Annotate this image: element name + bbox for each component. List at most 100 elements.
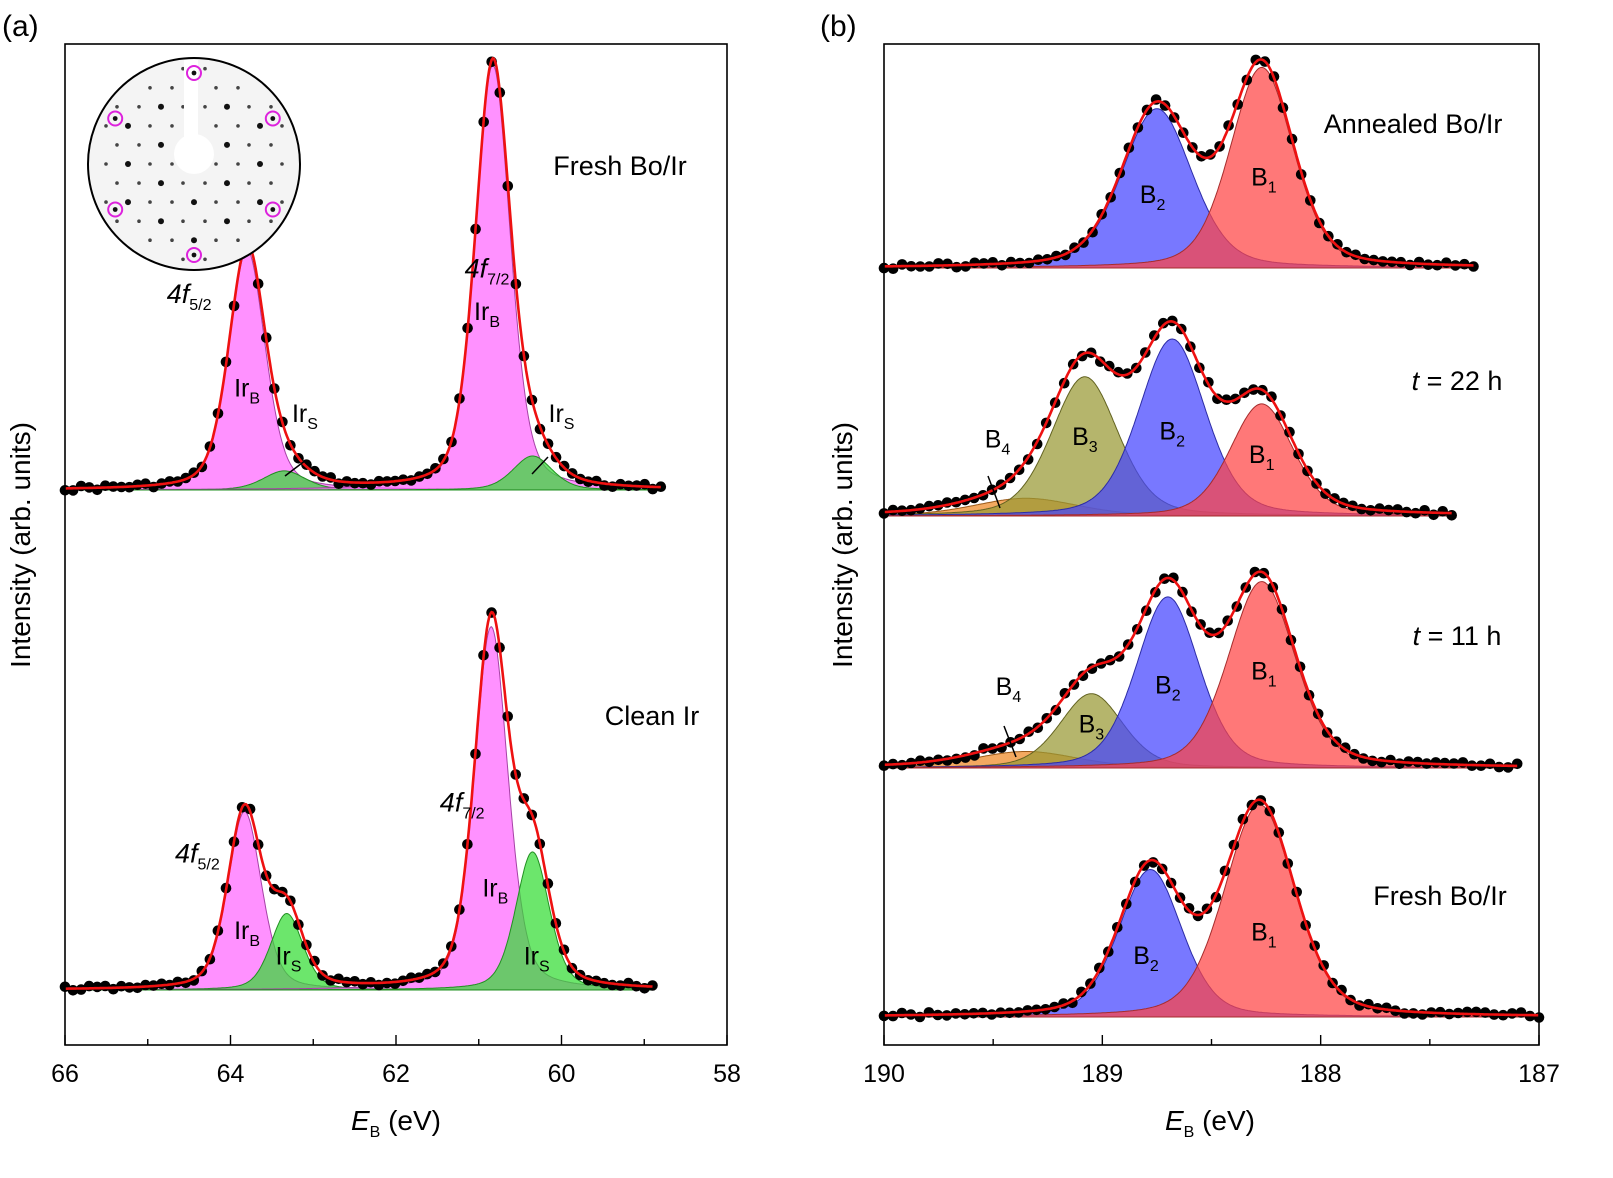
data-point: [933, 258, 944, 269]
leed-spot: [125, 161, 131, 167]
component-label: IrB: [474, 298, 500, 331]
data-point: [960, 261, 971, 272]
data-point: [1336, 984, 1347, 996]
component-label: IrS: [275, 943, 301, 976]
panel-b-y-label: Intensity (arb. units): [827, 422, 858, 668]
data-point: [1408, 1008, 1419, 1019]
leed-spot: [203, 257, 207, 262]
data-point: [1413, 256, 1425, 268]
data-point: [1417, 1009, 1428, 1020]
data-point: [996, 260, 1008, 271]
panel-b-x-ticks: 190 189 188 187: [863, 1035, 1560, 1088]
leed-spot: [269, 219, 273, 223]
spectrum-label: Annealed Bo/Ir: [1324, 109, 1503, 139]
spectrum-label: Fresh Bo/Ir: [553, 151, 687, 181]
component-label: B4: [996, 673, 1022, 706]
x-tick-label: 62: [382, 1060, 410, 1088]
leed-spot: [115, 181, 119, 185]
leader-line: [531, 456, 549, 475]
leed-spot: [214, 124, 218, 128]
leed-spot: [104, 200, 108, 204]
data-point: [914, 1011, 926, 1023]
leed-spot: [158, 218, 164, 225]
component-label: B4: [985, 426, 1011, 459]
data-point: [896, 1007, 908, 1019]
leed-spot: [203, 66, 207, 71]
data-point: [1392, 504, 1403, 515]
data-point: [1212, 393, 1223, 405]
spectrum-fresh-bo-ir: Fresh Bo/Ir 4f5/2 4f7/2 IrB IrS IrB IrS: [59, 56, 687, 496]
leed-spot: [104, 124, 108, 128]
leed-spot: [104, 162, 108, 166]
leed-spot: [170, 200, 174, 204]
data-point: [1430, 757, 1442, 768]
panel-a-x-ticks: 66 64 62 60 58: [51, 1035, 741, 1088]
data-point: [1484, 758, 1496, 770]
fit-envelope: [884, 798, 1539, 1017]
component-label: IrB: [234, 375, 260, 408]
leed-spot: [214, 162, 218, 166]
panel-b-label: (b): [820, 10, 857, 43]
data-point: [1250, 54, 1262, 66]
data-point: [942, 258, 953, 270]
data-point: [1376, 756, 1387, 768]
substrate-spot-marker: [264, 110, 281, 127]
leed-spot: [125, 122, 131, 129]
data-point: [1441, 257, 1452, 269]
leed-spot: [236, 238, 240, 242]
data-point: [1095, 356, 1106, 368]
leed-spot: [148, 86, 152, 90]
leed-spot: [280, 162, 284, 166]
leed-spot: [270, 116, 276, 121]
leed-spot: [170, 238, 174, 242]
leed-spot: [269, 105, 273, 109]
data-point: [951, 261, 962, 273]
component-label: B2: [1159, 417, 1185, 450]
leed-spot: [224, 218, 230, 225]
leed-spot: [270, 207, 276, 212]
leed-inset: [87, 57, 301, 271]
component-label: B2: [1155, 672, 1181, 705]
component-label: IrB: [482, 875, 508, 908]
leed-spot: [257, 161, 263, 167]
fit-envelope: [65, 610, 653, 990]
leader-line: [1003, 725, 1017, 758]
data-point: [1076, 986, 1087, 998]
data-point: [1446, 510, 1457, 521]
leed-spot: [170, 124, 174, 128]
leed-spot: [214, 200, 218, 204]
leed-spot: [115, 143, 119, 147]
leed-spot: [203, 219, 207, 223]
data-point: [1502, 762, 1514, 773]
data-point: [914, 755, 926, 766]
leed-spot: [236, 200, 240, 204]
component-label: B3: [1079, 711, 1105, 744]
leader-line: [284, 459, 307, 477]
leed-spot: [214, 238, 218, 242]
data-point: [896, 259, 908, 270]
leed-spot: [158, 180, 164, 187]
leed-spot: [112, 207, 118, 212]
spectrum-clean-ir: Clean Ir 4f5/2 4f7/2 IrB IrS IrB IrS: [59, 607, 700, 996]
leed-spot: [236, 86, 240, 90]
data-point: [1506, 1008, 1518, 1019]
leed-spot: [224, 141, 230, 148]
orbital-label: 4f5/2: [175, 839, 220, 874]
leed-spot: [191, 252, 197, 258]
leed-spot: [191, 70, 197, 76]
leader-line: [987, 475, 1001, 509]
spectrum-label: Clean Ir: [605, 701, 700, 731]
leed-spot: [115, 105, 119, 109]
leed-spot: [280, 200, 284, 204]
panel-a: (a) Fresh Bo/Ir4f5/24f7/2IrBIrSIrBIrSCle…: [2, 10, 741, 1141]
spectrum-t-22-h: t = 22 h B4 B3 B2 B1: [878, 315, 1502, 521]
substrate-spot-marker: [107, 201, 124, 218]
leed-spot: [181, 66, 185, 71]
component-label: IrS: [549, 400, 575, 433]
component-label: B1: [1251, 163, 1277, 196]
component-label: B3: [1072, 423, 1098, 456]
leed-spot: [269, 143, 273, 147]
leed-spot: [191, 237, 197, 244]
x-tick-label: 187: [1518, 1060, 1560, 1088]
